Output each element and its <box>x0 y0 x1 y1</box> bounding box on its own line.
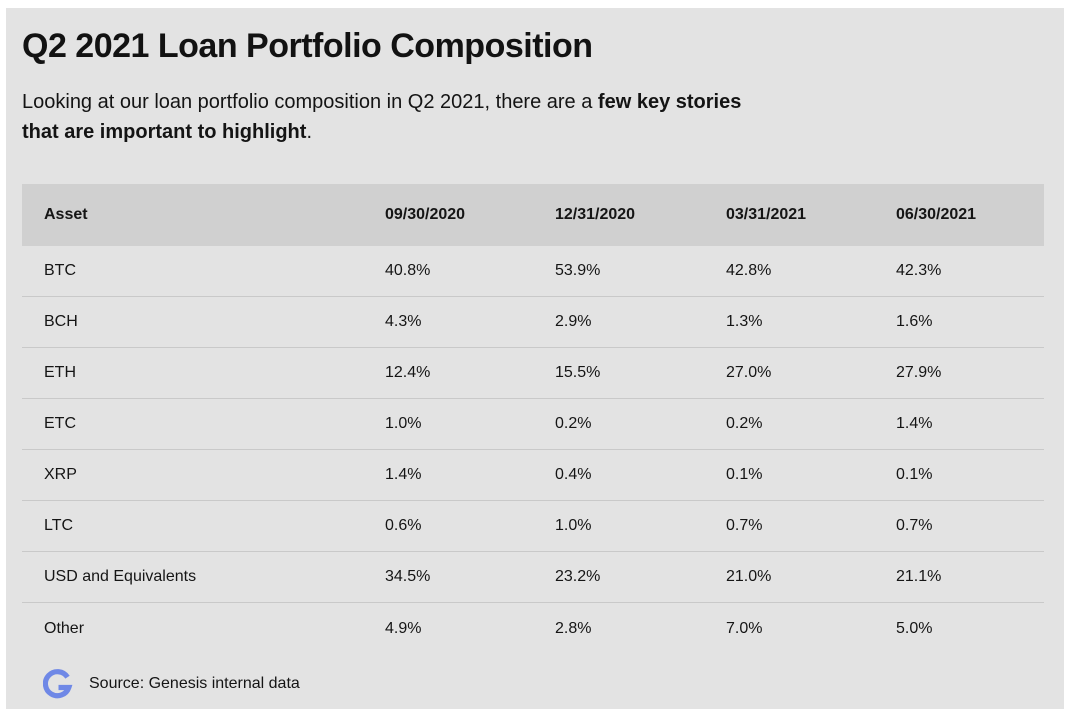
value-cell: 0.1% <box>726 466 763 483</box>
table-row: ETH 12.4% 15.5% 27.0% 27.9% <box>22 348 1044 399</box>
value-cell: 21.1% <box>896 568 942 585</box>
value-cell: 1.4% <box>896 415 933 432</box>
genesis-logo-icon <box>43 669 73 699</box>
logo-arc <box>43 669 73 699</box>
table-row: BTC 40.8% 53.9% 42.8% 42.3% <box>22 246 1044 297</box>
value-cell: 1.4% <box>385 466 422 483</box>
value-cell: 42.3% <box>896 262 942 279</box>
table-row: USD and Equivalents 34.5% 23.2% 21.0% 21… <box>22 552 1044 603</box>
table-row: Other 4.9% 2.8% 7.0% 5.0% <box>22 603 1044 654</box>
value-cell: 34.5% <box>385 568 431 585</box>
value-cell: 4.3% <box>385 313 422 330</box>
value-cell: 0.7% <box>726 517 763 534</box>
table-row: BCH 4.3% 2.9% 1.3% 1.6% <box>22 297 1044 348</box>
value-cell: 21.0% <box>726 568 772 585</box>
asset-name-cell: BCH <box>44 313 78 330</box>
value-cell: 0.6% <box>385 517 422 534</box>
asset-name-cell: BTC <box>44 262 76 279</box>
value-cell: 2.9% <box>555 313 592 330</box>
table-header-row: Asset 09/30/2020 12/31/2020 03/31/2021 0… <box>22 184 1044 246</box>
intro-end: . <box>306 121 312 143</box>
asset-name-cell: XRP <box>44 466 77 483</box>
value-cell: 7.0% <box>726 619 763 637</box>
page-title: Q2 2021 Loan Portfolio Composition <box>22 27 593 65</box>
value-cell: 12.4% <box>385 364 431 381</box>
value-cell: 40.8% <box>385 262 431 279</box>
intro-highlight: few key stories that are important to hi… <box>22 91 742 143</box>
value-cell: 1.0% <box>385 415 422 432</box>
intro-paragraph: Looking at our loan portfolio compositio… <box>22 87 762 147</box>
asset-name-cell: ETH <box>44 364 76 381</box>
asset-name-cell: ETC <box>44 415 76 432</box>
value-cell: 5.0% <box>896 619 933 637</box>
asset-name-cell: LTC <box>44 517 74 534</box>
portfolio-table: Asset 09/30/2020 12/31/2020 03/31/2021 0… <box>22 184 1044 654</box>
intro-text: Looking at our loan portfolio compositio… <box>22 91 598 113</box>
column-header-asset: Asset <box>44 206 88 223</box>
column-header-2020-09-30: 09/30/2020 <box>385 206 466 223</box>
value-cell: 15.5% <box>555 364 601 381</box>
table-row: ETC 1.0% 0.2% 0.2% 1.4% <box>22 399 1044 450</box>
value-cell: 2.8% <box>555 619 592 637</box>
value-cell: 0.4% <box>555 466 592 483</box>
value-cell: 4.9% <box>385 619 422 637</box>
value-cell: 42.8% <box>726 262 772 279</box>
report-panel: Q2 2021 Loan Portfolio Composition Looki… <box>6 8 1064 709</box>
value-cell: 27.0% <box>726 364 772 381</box>
asset-name-cell: USD and Equivalents <box>44 568 197 585</box>
value-cell: 1.6% <box>896 313 933 330</box>
value-cell: 23.2% <box>555 568 601 585</box>
column-header-2021-03-31: 03/31/2021 <box>726 206 807 223</box>
value-cell: 0.7% <box>896 517 933 534</box>
value-cell: 1.3% <box>726 313 763 330</box>
table-row: XRP 1.4% 0.4% 0.1% 0.1% <box>22 450 1044 501</box>
value-cell: 0.2% <box>726 415 763 432</box>
value-cell: 0.2% <box>555 415 592 432</box>
value-cell: 1.0% <box>555 517 592 534</box>
source-note: Source: Genesis internal data <box>43 668 300 700</box>
asset-name-cell: Other <box>44 619 85 637</box>
value-cell: 53.9% <box>555 262 601 279</box>
value-cell: 0.1% <box>896 466 933 483</box>
source-text: Source: Genesis internal data <box>89 675 300 692</box>
column-header-2021-06-30: 06/30/2021 <box>896 206 977 223</box>
value-cell: 27.9% <box>896 364 942 381</box>
column-header-2020-12-31: 12/31/2020 <box>555 206 636 223</box>
table-row: LTC 0.6% 1.0% 0.7% 0.7% <box>22 501 1044 552</box>
